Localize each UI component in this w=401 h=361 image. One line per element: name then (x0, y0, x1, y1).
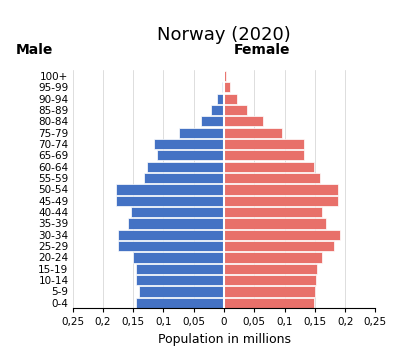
Bar (223, 241, 333, 251)
Bar (223, 275, 315, 285)
Bar (223, 71, 226, 81)
Bar (131, 207, 223, 217)
X-axis label: Population in millions: Population in millions (157, 333, 290, 346)
Bar (223, 230, 340, 240)
Bar (223, 207, 321, 217)
Bar (223, 116, 263, 126)
Bar (200, 116, 223, 126)
Bar (223, 162, 313, 172)
Bar (154, 139, 223, 149)
Bar (223, 184, 337, 195)
Bar (118, 241, 223, 251)
Bar (216, 93, 223, 104)
Bar (223, 252, 321, 262)
Bar (223, 82, 229, 92)
Bar (116, 196, 223, 206)
Bar (118, 230, 223, 240)
Bar (147, 162, 223, 172)
Text: Male: Male (16, 43, 53, 57)
Text: Female: Female (233, 43, 290, 57)
Bar (223, 218, 325, 229)
Bar (223, 150, 303, 161)
Bar (223, 93, 237, 104)
Bar (223, 128, 281, 138)
Bar (139, 286, 223, 296)
Title: Norway (2020): Norway (2020) (157, 26, 290, 44)
Bar (178, 128, 223, 138)
Bar (223, 298, 313, 308)
Bar (223, 264, 316, 274)
Bar (223, 196, 337, 206)
Bar (136, 298, 223, 308)
Bar (144, 173, 223, 183)
Bar (221, 82, 223, 92)
Bar (133, 252, 223, 262)
Bar (136, 275, 223, 285)
Bar (136, 264, 223, 274)
Bar (128, 218, 223, 229)
Bar (223, 139, 303, 149)
Bar (116, 184, 223, 195)
Bar (223, 286, 314, 296)
Bar (210, 105, 223, 115)
Bar (157, 150, 223, 161)
Bar (223, 173, 319, 183)
Bar (223, 105, 247, 115)
